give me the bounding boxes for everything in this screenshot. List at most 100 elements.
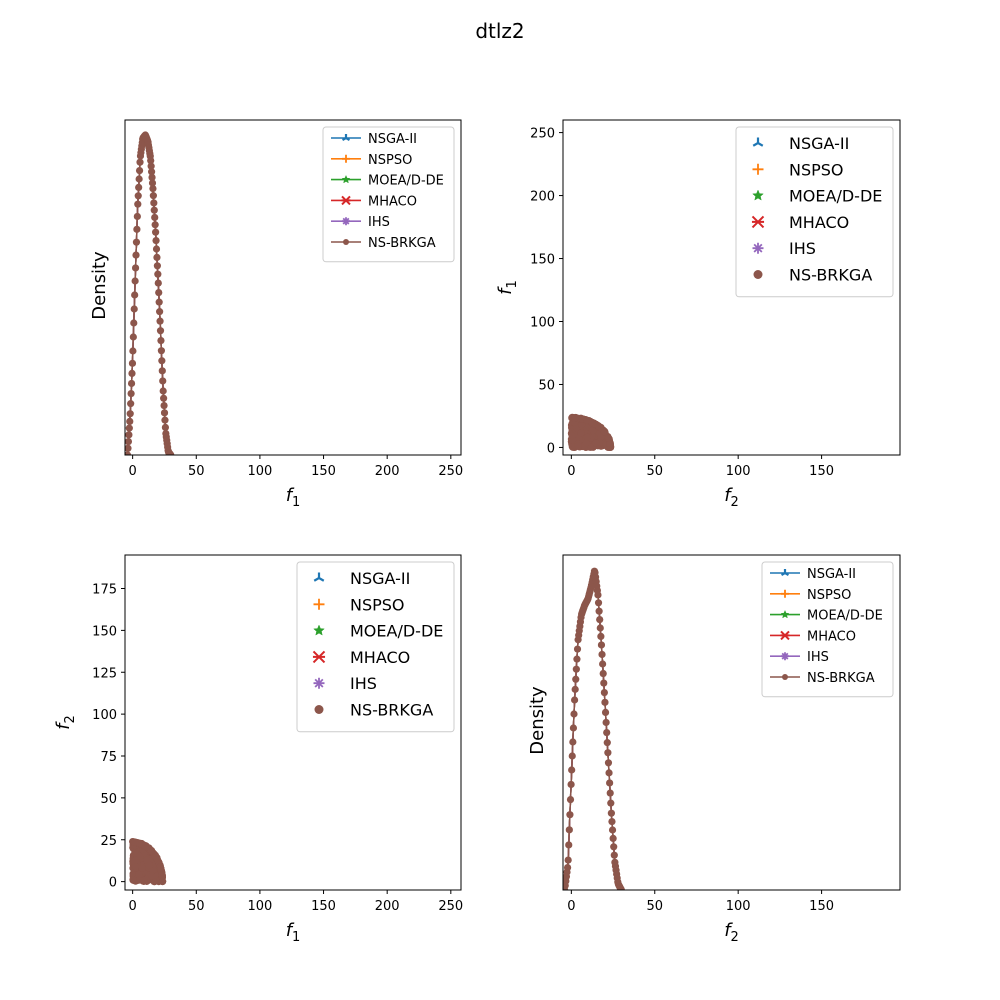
density-point: [148, 173, 156, 181]
subplot-top-right: 0 50 100 150 f2 0 50 100 150 200 250 f1 NSGA-II NSPSO…: [495, 119, 901, 510]
density-point: [149, 185, 157, 193]
scatter-point: [583, 433, 592, 441]
density-point: [160, 409, 169, 417]
axes-frame: [562, 119, 901, 456]
legend-marker: [752, 163, 764, 175]
density-point: [606, 789, 614, 797]
density-point: [569, 738, 577, 746]
density-point: [128, 369, 136, 377]
legend: NSGA-II NSPSO MOEA/D-DE MHACO IHS NS-BRKGA: [735, 126, 894, 298]
density-point: [568, 766, 576, 774]
axes-frame: [124, 119, 462, 456]
density-point: [566, 796, 575, 804]
legend-marker: [313, 677, 325, 689]
legend: NSGA-II NSPSO MOEA/D-DE MHACO IHS NS-BRKGA: [296, 561, 455, 733]
legend-label: IHS: [368, 215, 390, 230]
density-point: [152, 228, 160, 236]
legend-marker: [781, 589, 789, 598]
legend-item: IHS: [752, 239, 816, 258]
density-point: [563, 864, 572, 872]
legend-item: NSPSO: [752, 160, 844, 179]
density-point: [127, 389, 135, 398]
scatter-point: [595, 422, 603, 430]
density-point: [153, 253, 161, 261]
density-point: [602, 718, 610, 727]
density-point: [594, 591, 602, 599]
density-point: [570, 710, 578, 718]
density-point: [568, 752, 576, 760]
x-tick-label: 100: [247, 899, 272, 914]
legend-item: NSGA-II: [770, 567, 856, 582]
density-point: [601, 708, 610, 717]
density-point: [603, 728, 611, 737]
legend-marker: [782, 674, 788, 680]
density-point: [572, 665, 580, 673]
density-point: [150, 199, 158, 207]
density-point: [600, 679, 608, 687]
y-tick-label: 0: [109, 876, 117, 891]
density-point: [565, 826, 573, 834]
x-tick-label: 0: [567, 899, 575, 914]
legend-marker: [752, 189, 764, 201]
scatter-point: [157, 864, 165, 873]
scatter-point: [582, 439, 591, 447]
legend-label: MOEA/D-DE: [789, 187, 882, 206]
scatter-point: [147, 847, 156, 855]
density-point: [573, 645, 582, 653]
density-point: [608, 826, 617, 834]
legend-marker: [752, 137, 764, 147]
density-point: [565, 841, 573, 849]
scatter-point: [158, 871, 166, 879]
scatter-point: [148, 872, 156, 880]
x-tick-label: 250: [438, 899, 463, 914]
x-tick-label: 250: [438, 464, 463, 479]
density-point: [155, 289, 163, 297]
density-point: [572, 675, 580, 683]
legend-item: NS-BRKGA: [770, 671, 875, 686]
density-point: [125, 424, 133, 432]
density-point: [149, 192, 157, 200]
legend-marker: [342, 217, 350, 226]
legend-marker: [314, 705, 324, 714]
density-point: [131, 277, 139, 285]
y-tick-label: 25: [100, 834, 117, 849]
legend-marker: [343, 239, 349, 245]
legend-marker: [751, 215, 765, 229]
density-point: [148, 179, 157, 187]
scatter-point: [131, 838, 139, 846]
legend-marker: [312, 650, 326, 664]
legend-marker: [781, 652, 789, 661]
legend-item: NSGA-II: [752, 134, 849, 153]
scatter-point: [568, 432, 576, 440]
density-point: [135, 167, 144, 175]
legend-label: NSGA-II: [350, 569, 410, 588]
figure-title: dtlz2: [475, 19, 524, 43]
density-point: [152, 245, 161, 253]
density-point: [157, 337, 165, 345]
legend-frame: [761, 561, 894, 698]
y-tick-label: 100: [530, 316, 555, 331]
y-tick-label: 125: [92, 666, 117, 681]
legend-label: NSPSO: [350, 595, 405, 614]
legend-item: MHACO: [312, 648, 410, 667]
legend-marker: [341, 195, 351, 206]
legend-label: NSGA-II: [368, 132, 417, 147]
legend-marker: [342, 154, 350, 163]
legend-label: IHS: [789, 239, 816, 258]
scatter-point: [149, 866, 157, 874]
legend-item: NSPSO: [313, 595, 405, 614]
density-point: [596, 616, 604, 624]
density-point: [127, 379, 136, 388]
density-point: [567, 780, 575, 789]
legend-marker: [752, 242, 764, 254]
x-tick-label: 200: [375, 464, 400, 479]
legend-item: MOEA/D-DE: [752, 187, 882, 206]
legend-label: NS-BRKGA: [350, 701, 433, 720]
legend-item: NS-BRKGA: [314, 701, 433, 720]
plot-area: [125, 131, 175, 455]
legend-label: NS-BRKGA: [807, 671, 875, 686]
density-point: [130, 319, 138, 327]
legend-label: MOEA/D-DE: [368, 174, 444, 189]
density-point: [126, 410, 134, 418]
density-point: [597, 641, 606, 649]
